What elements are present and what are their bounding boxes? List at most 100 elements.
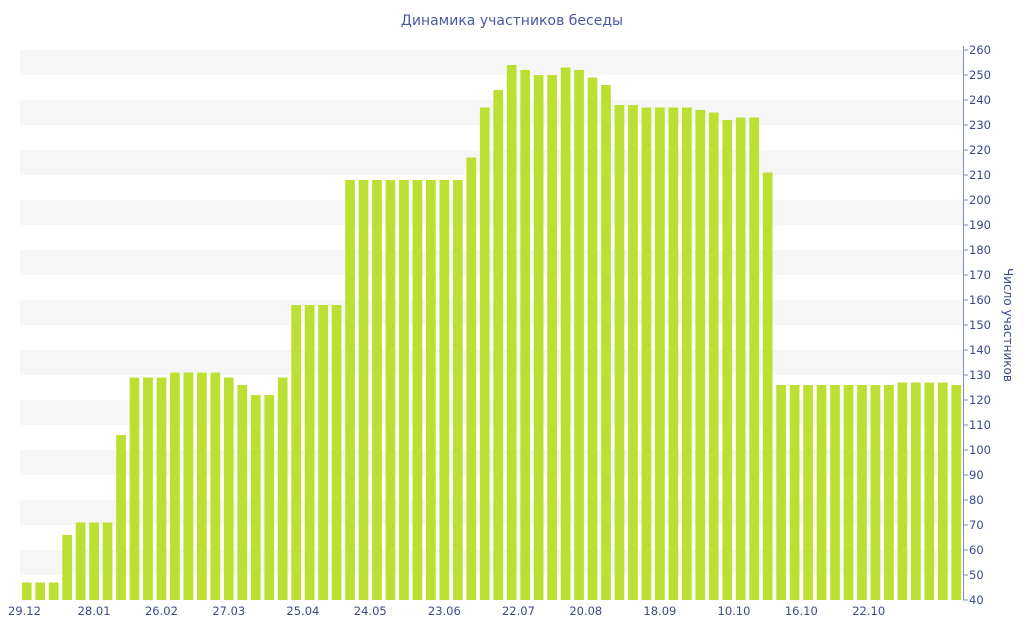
bar bbox=[426, 180, 436, 600]
bar bbox=[102, 522, 113, 600]
x-tick-label: 16.10 bbox=[785, 604, 818, 618]
bar bbox=[547, 75, 557, 600]
bar bbox=[116, 435, 126, 600]
y-tick-label: 200 bbox=[969, 193, 991, 207]
bar bbox=[614, 105, 625, 600]
bar bbox=[304, 305, 315, 600]
bar bbox=[857, 385, 867, 600]
grid-band bbox=[20, 50, 963, 75]
bar bbox=[277, 377, 288, 600]
bar bbox=[62, 535, 72, 600]
y-tick-label: 140 bbox=[969, 343, 991, 357]
bar bbox=[223, 377, 234, 600]
bar bbox=[937, 382, 948, 600]
x-tick-label: 29.12 bbox=[8, 604, 41, 618]
bar bbox=[318, 305, 328, 600]
bar bbox=[493, 90, 504, 600]
x-tick-label: 10.10 bbox=[718, 604, 751, 618]
bar bbox=[412, 180, 423, 600]
bar bbox=[520, 70, 531, 600]
grid-band bbox=[20, 150, 963, 175]
y-tick-label: 80 bbox=[969, 493, 984, 507]
y-axis-title: Число участников bbox=[1001, 268, 1015, 382]
bar bbox=[210, 372, 221, 600]
y-tick-label: 90 bbox=[969, 468, 984, 482]
bar bbox=[399, 180, 409, 600]
y-tick-label: 40 bbox=[969, 593, 984, 607]
y-tick-label: 110 bbox=[969, 418, 991, 432]
bar bbox=[533, 75, 544, 600]
bar bbox=[466, 157, 477, 600]
y-tick-label: 160 bbox=[969, 293, 991, 307]
bar bbox=[924, 382, 935, 600]
bar bbox=[170, 372, 180, 600]
y-tick-label: 170 bbox=[969, 268, 991, 282]
bar bbox=[749, 117, 760, 600]
bar bbox=[506, 65, 517, 600]
grid-band bbox=[20, 200, 963, 225]
y-tick-label: 190 bbox=[969, 218, 991, 232]
bar bbox=[35, 582, 46, 600]
bar bbox=[735, 117, 746, 600]
y-tick-label: 100 bbox=[969, 443, 991, 457]
y-tick-label: 260 bbox=[969, 43, 991, 57]
bar bbox=[48, 582, 59, 600]
bar bbox=[89, 522, 99, 600]
grid-band bbox=[20, 100, 963, 125]
bar bbox=[385, 180, 396, 600]
x-tick-label: 20.08 bbox=[569, 604, 602, 618]
bar bbox=[601, 85, 611, 600]
bar bbox=[479, 107, 490, 600]
x-tick-label: 27.03 bbox=[212, 604, 245, 618]
bar bbox=[655, 107, 665, 600]
bar bbox=[681, 107, 692, 600]
y-tick-label: 120 bbox=[969, 393, 991, 407]
bar bbox=[789, 385, 800, 600]
bar bbox=[722, 120, 733, 600]
bar bbox=[237, 385, 248, 600]
y-tick-label: 150 bbox=[969, 318, 991, 332]
bar bbox=[129, 377, 140, 600]
bar bbox=[331, 305, 342, 600]
bar bbox=[291, 305, 302, 600]
y-tick-label: 180 bbox=[969, 243, 991, 257]
x-tick-label: 22.10 bbox=[852, 604, 885, 618]
y-tick-label: 240 bbox=[969, 93, 991, 107]
bar bbox=[75, 522, 86, 600]
bar bbox=[452, 180, 463, 600]
bar bbox=[197, 372, 207, 600]
bar bbox=[803, 385, 813, 600]
x-tick-label: 25.04 bbox=[286, 604, 319, 618]
bar bbox=[264, 395, 275, 600]
x-tick-label: 28.01 bbox=[78, 604, 111, 618]
x-tick-label: 18.09 bbox=[643, 604, 676, 618]
bar bbox=[183, 372, 194, 600]
bar bbox=[372, 180, 382, 600]
bar bbox=[560, 67, 571, 600]
bar bbox=[897, 382, 908, 600]
bar bbox=[816, 385, 827, 600]
grid-band bbox=[20, 300, 963, 325]
bar bbox=[843, 385, 854, 600]
y-tick-label: 250 bbox=[969, 68, 991, 82]
bar bbox=[695, 110, 706, 600]
y-tick-label: 60 bbox=[969, 543, 984, 557]
x-tick-label: 22.07 bbox=[502, 604, 535, 618]
chart-title: Динамика участников беседы bbox=[400, 13, 624, 29]
y-tick-label: 70 bbox=[969, 518, 984, 532]
bar bbox=[628, 105, 638, 600]
bar bbox=[250, 395, 261, 600]
bar bbox=[439, 180, 450, 600]
bar bbox=[358, 180, 369, 600]
bar bbox=[21, 582, 32, 600]
y-tick-label: 210 bbox=[969, 168, 991, 182]
bar bbox=[951, 385, 962, 600]
y-tick-label: 220 bbox=[969, 143, 991, 157]
bar bbox=[641, 107, 652, 600]
bar bbox=[574, 70, 584, 600]
bar bbox=[345, 180, 355, 600]
bar bbox=[911, 382, 921, 600]
bar bbox=[708, 112, 719, 600]
y-tick-label: 50 bbox=[969, 568, 984, 582]
